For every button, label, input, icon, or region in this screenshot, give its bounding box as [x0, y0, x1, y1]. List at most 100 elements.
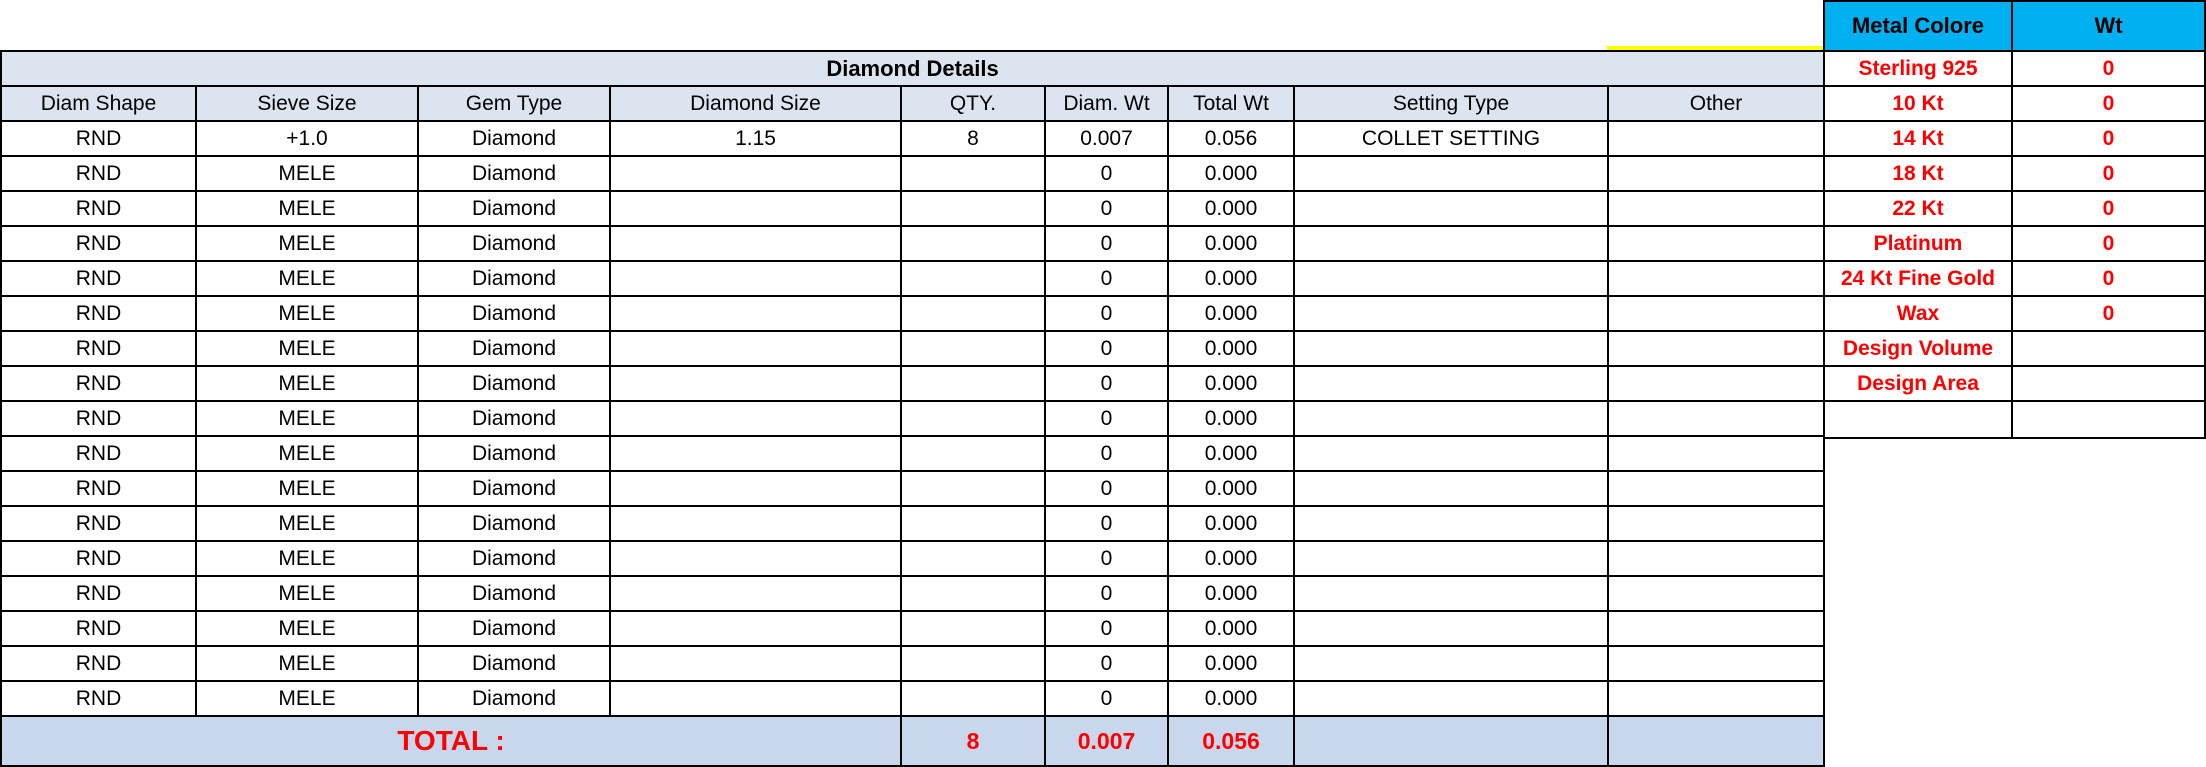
metal-label-cell[interactable]: 22 Kt — [1825, 192, 2013, 227]
cell-qty[interactable] — [902, 402, 1046, 437]
cell-gem-type[interactable]: Diamond — [419, 577, 611, 612]
cell-setting-type[interactable]: COLLET SETTING — [1295, 122, 1609, 157]
cell-gem-type[interactable]: Diamond — [419, 227, 611, 262]
cell-gem-type[interactable]: Diamond — [419, 542, 611, 577]
cell-gem-type[interactable]: Diamond — [419, 437, 611, 472]
metal-wt-cell[interactable] — [2013, 332, 2204, 367]
metal-wt-cell[interactable] — [2013, 367, 2204, 402]
cell-diamond-size[interactable] — [611, 332, 902, 367]
cell-setting-type[interactable] — [1295, 507, 1609, 542]
metal-label-cell[interactable]: Sterling 925 — [1825, 52, 2013, 87]
total-setting-cell[interactable] — [1295, 717, 1609, 765]
cell-qty[interactable] — [902, 262, 1046, 297]
cell-diam-wt[interactable]: 0 — [1046, 542, 1169, 577]
cell-diam-wt[interactable]: 0 — [1046, 262, 1169, 297]
cell-diam-shape[interactable]: RND — [2, 332, 197, 367]
cell-setting-type[interactable] — [1295, 192, 1609, 227]
cell-sieve-size[interactable]: MELE — [197, 157, 419, 192]
cell-gem-type[interactable]: Diamond — [419, 402, 611, 437]
cell-gem-type[interactable]: Diamond — [419, 122, 611, 157]
cell-setting-type[interactable] — [1295, 367, 1609, 402]
cell-total-wt[interactable]: 0.000 — [1169, 297, 1295, 332]
wt-header-cell[interactable]: Wt — [2013, 2, 2204, 52]
metal-label-cell[interactable]: Design Area — [1825, 367, 2013, 402]
cell-setting-type[interactable] — [1295, 682, 1609, 717]
cell-diamond-size[interactable] — [611, 157, 902, 192]
cell-setting-type[interactable] — [1295, 262, 1609, 297]
cell-total-wt[interactable]: 0.000 — [1169, 192, 1295, 227]
cell-diam-shape[interactable]: RND — [2, 682, 197, 717]
cell-qty[interactable] — [902, 472, 1046, 507]
metal-wt-cell[interactable]: 0 — [2013, 227, 2204, 262]
cell-other[interactable] — [1609, 192, 1823, 227]
cell-sieve-size[interactable]: MELE — [197, 577, 419, 612]
cell-diamond-size[interactable] — [611, 262, 902, 297]
cell-diamond-size[interactable] — [611, 612, 902, 647]
cell-gem-type[interactable]: Diamond — [419, 332, 611, 367]
cell-total-wt[interactable]: 0.000 — [1169, 157, 1295, 192]
cell-qty[interactable] — [902, 577, 1046, 612]
cell-other[interactable] — [1609, 472, 1823, 507]
metal-colore-header-cell[interactable]: Metal Colore — [1825, 2, 2013, 52]
cell-qty[interactable] — [902, 192, 1046, 227]
cell-sieve-size[interactable]: MELE — [197, 542, 419, 577]
cell-gem-type[interactable]: Diamond — [419, 157, 611, 192]
cell-total-wt[interactable]: 0.000 — [1169, 227, 1295, 262]
cell-sieve-size[interactable]: MELE — [197, 647, 419, 682]
column-header-diam-wt[interactable]: Diam. Wt — [1046, 87, 1169, 122]
metal-wt-cell[interactable]: 0 — [2013, 297, 2204, 332]
cell-diam-wt[interactable]: 0 — [1046, 157, 1169, 192]
column-header-sieve-size[interactable]: Sieve Size — [197, 87, 419, 122]
cell-other[interactable] — [1609, 507, 1823, 542]
cell-diam-wt[interactable]: 0 — [1046, 647, 1169, 682]
cell-qty[interactable] — [902, 507, 1046, 542]
cell-diam-shape[interactable]: RND — [2, 157, 197, 192]
table-title-cell[interactable]: Diamond Details — [2, 52, 1823, 87]
cell-diam-wt[interactable]: 0 — [1046, 577, 1169, 612]
cell-setting-type[interactable] — [1295, 157, 1609, 192]
cell-sieve-size[interactable]: MELE — [197, 472, 419, 507]
cell-sieve-size[interactable]: MELE — [197, 227, 419, 262]
cell-other[interactable] — [1609, 122, 1823, 157]
cell-gem-type[interactable]: Diamond — [419, 472, 611, 507]
cell-diam-wt[interactable]: 0 — [1046, 507, 1169, 542]
cell-diamond-size[interactable] — [611, 682, 902, 717]
cell-setting-type[interactable] — [1295, 542, 1609, 577]
cell-sieve-size[interactable]: MELE — [197, 507, 419, 542]
cell-sieve-size[interactable]: MELE — [197, 437, 419, 472]
column-header-qty[interactable]: QTY. — [902, 87, 1046, 122]
cell-diamond-size[interactable] — [611, 577, 902, 612]
cell-diam-wt[interactable]: 0 — [1046, 297, 1169, 332]
cell-gem-type[interactable]: Diamond — [419, 192, 611, 227]
cell-diamond-size[interactable] — [611, 297, 902, 332]
metal-label-cell[interactable]: 24 Kt Fine Gold — [1825, 262, 2013, 297]
cell-diam-wt[interactable]: 0 — [1046, 192, 1169, 227]
cell-total-wt[interactable]: 0.000 — [1169, 402, 1295, 437]
metal-label-cell[interactable]: 10 Kt — [1825, 87, 2013, 122]
cell-gem-type[interactable]: Diamond — [419, 647, 611, 682]
cell-diamond-size[interactable] — [611, 542, 902, 577]
cell-diam-shape[interactable]: RND — [2, 542, 197, 577]
cell-gem-type[interactable]: Diamond — [419, 612, 611, 647]
metal-label-cell[interactable]: 14 Kt — [1825, 122, 2013, 157]
cell-qty[interactable] — [902, 682, 1046, 717]
cell-diam-shape[interactable]: RND — [2, 262, 197, 297]
cell-qty[interactable] — [902, 437, 1046, 472]
column-header-diam-shape[interactable]: Diam Shape — [2, 87, 197, 122]
cell-sieve-size[interactable]: MELE — [197, 402, 419, 437]
cell-sieve-size[interactable]: MELE — [197, 682, 419, 717]
cell-diamond-size[interactable] — [611, 402, 902, 437]
cell-diam-wt[interactable]: 0 — [1046, 612, 1169, 647]
cell-qty[interactable] — [902, 647, 1046, 682]
cell-diam-shape[interactable]: RND — [2, 402, 197, 437]
cell-diam-wt[interactable]: 0 — [1046, 472, 1169, 507]
cell-diam-shape[interactable]: RND — [2, 227, 197, 262]
metal-label-cell[interactable]: Platinum — [1825, 227, 2013, 262]
cell-qty[interactable] — [902, 227, 1046, 262]
cell-setting-type[interactable] — [1295, 472, 1609, 507]
cell-other[interactable] — [1609, 402, 1823, 437]
column-header-gem-type[interactable]: Gem Type — [419, 87, 611, 122]
metal-wt-cell[interactable] — [2013, 402, 2204, 437]
cell-sieve-size[interactable]: MELE — [197, 367, 419, 402]
cell-gem-type[interactable]: Diamond — [419, 682, 611, 717]
